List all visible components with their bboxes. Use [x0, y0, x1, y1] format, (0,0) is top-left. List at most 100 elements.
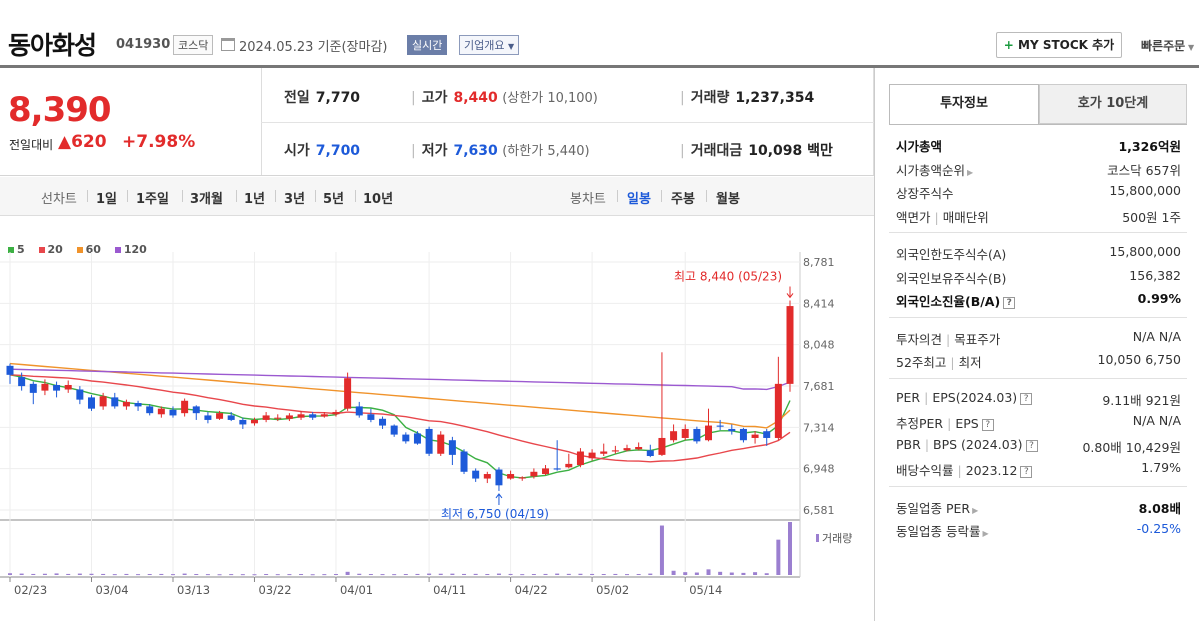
candle-weekly[interactable]: 주봉 [671, 192, 695, 207]
prev-close: 전일 7,770 [284, 87, 360, 107]
help-icon[interactable]: ? [1020, 392, 1033, 405]
y-tick-label: 7,681 [803, 380, 835, 393]
tab-investment-info[interactable]: 투자정보 [889, 84, 1039, 124]
amount-label: 거래대금 [690, 143, 743, 159]
candle-body [623, 448, 631, 451]
candle-daily[interactable]: 일봉 [627, 192, 651, 207]
help-icon[interactable]: ? [1025, 439, 1038, 452]
caret-right-icon: ▶ [967, 167, 974, 177]
candle-body [216, 413, 224, 419]
volume-bar [31, 573, 36, 575]
x-tick-label: 02/23 [14, 583, 47, 597]
help-icon[interactable]: ? [981, 419, 994, 431]
info-group-foreign: 외국인한도주식수(A) 15,800,000 외국인보유주식수(B) 156,382… [889, 233, 1187, 318]
list-item[interactable]: 시가총액순위 ▶ 코스닥 657위 [896, 162, 1181, 178]
volume-bar [636, 574, 641, 576]
volume-bar [182, 573, 187, 575]
volume: | 거래량 1,237,354 [680, 90, 815, 106]
candle-body [611, 450, 619, 452]
volume-bar [729, 572, 734, 575]
x-tick-label: 04/01 [340, 583, 373, 597]
list-item[interactable]: 동일업종 등락률 ▶ -0.25% [896, 521, 1181, 539]
candle-body [413, 433, 421, 444]
company-overview-button[interactable]: 기업개요 ▼ [459, 35, 520, 55]
period-1d[interactable]: 1일 [96, 192, 118, 207]
list-item: 외국인한도주식수(A) 15,800,000 [896, 244, 1181, 262]
candle-body [728, 428, 736, 432]
info-list: 시가총액 1,326억원 시가총액순위 ▶ 코스닥 657위 상장주식수 15,800,… [889, 124, 1187, 547]
arrow-up-icon [495, 493, 503, 505]
candle-body [705, 425, 713, 441]
period-3y[interactable]: 3년 [284, 192, 306, 207]
list-item: 52주최고 | 최저 10,050 6,750 [896, 352, 1181, 370]
volume-bar [601, 574, 606, 576]
volume-bar [462, 573, 467, 575]
chevron-down-icon: ▼ [1185, 43, 1195, 52]
add-mystock-label: MY STOCK 추가 [1018, 38, 1115, 52]
volume-bar [89, 573, 94, 575]
volume-bar [427, 573, 432, 575]
volume-bar [706, 569, 711, 575]
volume-bar [473, 573, 478, 575]
market-badge: 코스닥 [173, 35, 214, 55]
candle-body [76, 389, 84, 400]
candle-body [239, 419, 247, 425]
candle-body [588, 452, 596, 459]
candle-body [472, 470, 480, 479]
volume-bar [287, 574, 292, 576]
candle-body [111, 397, 119, 407]
list-item: 외국인보유주식수(B) 156,382 [896, 267, 1181, 286]
volume-bar [8, 573, 12, 575]
candle-monthly[interactable]: 월봉 [716, 192, 740, 207]
company-overview-label: 기업개요 [464, 39, 505, 52]
volume-bar [543, 573, 548, 575]
y-tick-label: 8,414 [803, 297, 835, 310]
change-amount: ▲620 [58, 132, 107, 152]
candle-body [448, 440, 456, 455]
list-item: 상장주식수 15,800,000 [896, 183, 1181, 201]
period-5y[interactable]: 5년 [323, 192, 345, 207]
list-item[interactable]: 동일업종 PER ▶ 8.08배 [896, 500, 1181, 516]
candle-chart-label: 봉차트 [570, 192, 606, 207]
divider [873, 68, 874, 175]
y-tick-label: 7,314 [803, 421, 835, 434]
period-1w[interactable]: 1주일 [136, 192, 169, 207]
ma20-line [9, 374, 791, 463]
help-icon[interactable]: ? [1020, 466, 1033, 478]
volume-bar [322, 574, 327, 576]
candle-body [134, 403, 142, 407]
info-group-sector: 동일업종 PER ▶ 8.08배 동일업종 등락률 ▶ -0.25% [889, 486, 1187, 547]
volume-bar [205, 574, 210, 576]
stock-header: 동아화성 041930 코스닥 2024.05.23 기준(장마감) 실시간 기… [0, 0, 1199, 66]
candle-body [483, 474, 491, 479]
volume-bar [403, 574, 408, 576]
quick-order-button[interactable]: 빠른주문 ▼ [1141, 37, 1194, 54]
candle-body [576, 451, 584, 466]
investment-info-panel: 투자정보 호가 10단계 시가총액 1,326억원 시가총액순위 ▶ 코스닥 657위… [874, 68, 1199, 621]
candle-body [227, 415, 235, 420]
candlestick-svg[interactable]: 8,781 8,414 8,048 7,681 7,314 6,948 6,581 02/23… [0, 217, 874, 621]
volume-bar [520, 574, 525, 576]
period-3m[interactable]: 3개월 [190, 192, 223, 207]
price-panel: 8,390 전일대비 ▲620 +7.98% 전일 7,770 | 고가 8,440 … [0, 68, 874, 176]
quote-date: 2024.05.23 기준(장마감) [239, 40, 388, 55]
period-1y[interactable]: 1년 [244, 192, 266, 207]
candle-body [344, 378, 352, 409]
volume-bar [77, 573, 82, 575]
x-tick-label: 03/04 [95, 583, 128, 597]
volume-bar [380, 574, 385, 576]
x-tick-label: 05/14 [689, 583, 722, 597]
list-item: 시가총액 1,326억원 [896, 139, 1181, 154]
volume-legend-swatch [816, 534, 819, 542]
candle-body [41, 383, 49, 391]
candle-body [53, 384, 61, 391]
volume-bar [753, 572, 758, 575]
tab-order-book[interactable]: 호가 10단계 [1039, 84, 1187, 124]
candle-body [600, 451, 608, 454]
add-mystock-button[interactable]: + MY STOCK 추가 [996, 32, 1122, 58]
candle-body [29, 383, 37, 393]
realtime-badge[interactable]: 실시간 [407, 35, 448, 55]
help-icon[interactable]: ? [1003, 297, 1016, 309]
volume-bar [671, 570, 676, 575]
period-10y[interactable]: 10년 [363, 192, 394, 207]
